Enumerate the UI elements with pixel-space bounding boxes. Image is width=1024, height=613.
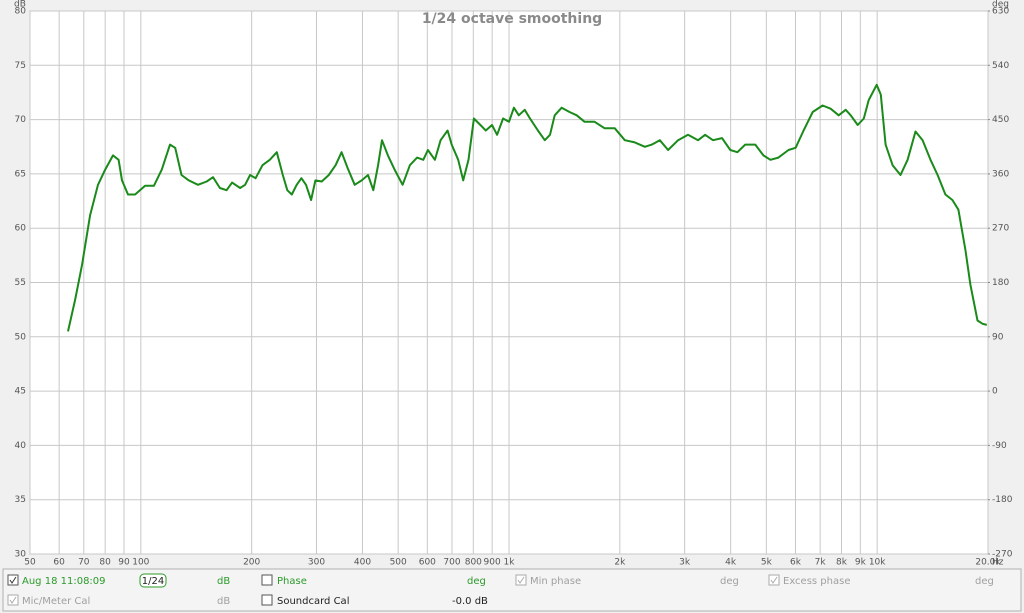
x-tick-label: 2k	[614, 558, 626, 568]
y2-tick-label: -90	[992, 441, 1007, 451]
panel-frame	[2, 568, 1022, 612]
x-axis-label: Hz	[992, 558, 1004, 568]
y-tick-label: 45	[15, 387, 26, 397]
x-tick-label: 90	[118, 558, 130, 568]
y-tick-label: 40	[15, 441, 27, 451]
curves	[67, 83, 988, 332]
excess-phase-units: deg	[975, 576, 994, 587]
x-tick-label: 7k	[815, 558, 827, 568]
check-mark	[9, 596, 17, 604]
mic-cal-units: dB	[217, 596, 230, 607]
smoothing-button[interactable]	[139, 573, 167, 588]
check-mark	[770, 576, 778, 584]
x-tick-label: 10k	[869, 558, 886, 568]
y2-tick-label: -270	[992, 550, 1013, 560]
x-tick-label: 700	[443, 558, 460, 568]
y2-tick-label: -180	[992, 495, 1013, 505]
y2-axis-label: deg	[992, 0, 1009, 10]
y2-tick-label: 0	[992, 387, 998, 397]
x-tick-label: 100	[132, 558, 149, 568]
phase-units: deg	[467, 576, 486, 587]
checkbox[interactable]	[768, 574, 780, 586]
y2-tick-label: 360	[992, 169, 1009, 179]
y-tick-label: 65	[15, 169, 26, 179]
y-tick-label: 55	[15, 278, 26, 288]
x-tick-label: 400	[354, 558, 371, 568]
checkbox[interactable]	[7, 594, 19, 606]
x-tick-label: 60	[53, 558, 65, 568]
x-tick-label: 50	[24, 558, 36, 568]
x-tick-label: 80	[99, 558, 111, 568]
y-tick-label: 75	[15, 61, 26, 71]
x-tick-label: 5k	[761, 558, 773, 568]
grid	[29, 10, 989, 555]
y-axis-label: dB	[14, 0, 26, 10]
y-tick-label: 35	[15, 495, 26, 505]
x-tick-label: 1k	[504, 558, 516, 568]
y2-tick-label: 90	[992, 332, 1004, 342]
x-tick-label: 800	[465, 558, 482, 568]
x-tick-label: 500	[390, 558, 407, 568]
min-phase-units: deg	[720, 576, 739, 587]
y-tick-label: 70	[15, 115, 27, 125]
soundcard-cal-value: -0.0 dB	[452, 596, 488, 607]
y2-tick-label: 270	[992, 224, 1009, 234]
x-tick-label: 20.0k	[975, 558, 1001, 568]
smoothing-label: 1/24	[142, 576, 164, 587]
x-tick-label: 3k	[679, 558, 691, 568]
y-tick-label: 50	[15, 332, 27, 342]
x-tick-label: 70	[78, 558, 90, 568]
y2-tick-label: 540	[992, 61, 1009, 71]
chart-title: 1/24 octave smoothing	[422, 11, 602, 27]
trace-units: dB	[217, 576, 230, 587]
x-tick-label: 4k	[725, 558, 737, 568]
soundcard-cal-label: Soundcard Cal	[277, 596, 349, 607]
trace-panel: Aug 18 11:08:09 1/24 dB Phase deg Min ph…	[2, 568, 1022, 612]
checkbox[interactable]	[515, 574, 527, 586]
y2-tick-label: 180	[992, 278, 1009, 288]
checkbox[interactable]	[261, 574, 273, 586]
x-tick-label: 9k	[855, 558, 867, 568]
x-tick-label: 8k	[836, 558, 848, 568]
min-phase-label: Min phase	[530, 576, 581, 587]
check-mark	[517, 576, 525, 584]
trace-line	[67, 83, 988, 332]
phase-label: Phase	[277, 576, 307, 587]
checkbox[interactable]	[7, 574, 19, 586]
x-tick-label: 6k	[790, 558, 802, 568]
checkbox[interactable]	[261, 594, 273, 606]
excess-phase-label: Excess phase	[783, 576, 851, 587]
check-mark	[9, 576, 17, 584]
x-tick-label: 900	[484, 558, 501, 568]
trace-name: Aug 18 11:08:09	[22, 576, 106, 587]
x-tick-label: 200	[243, 558, 260, 568]
x-tick-label: 600	[419, 558, 436, 568]
y-tick-label: 60	[15, 224, 27, 234]
y2-tick-label: 630	[992, 7, 1009, 17]
y2-tick-label: 450	[992, 115, 1009, 125]
mic-cal-label: Mic/Meter Cal	[22, 596, 90, 607]
y-tick-label: 80	[15, 7, 27, 17]
y-tick-label: 30	[15, 550, 27, 560]
x-tick-label: 300	[308, 558, 325, 568]
